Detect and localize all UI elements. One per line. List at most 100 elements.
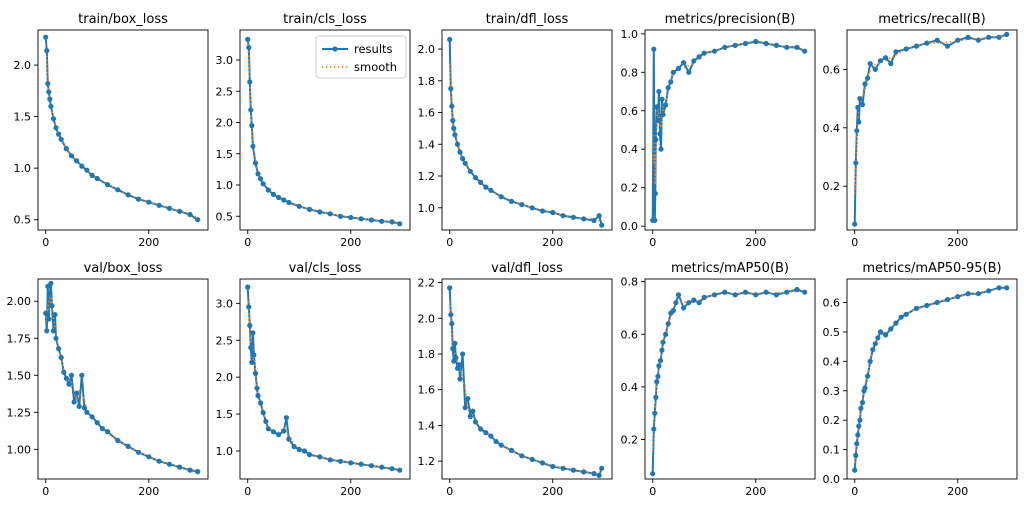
data-point (681, 60, 687, 66)
data-point (539, 460, 546, 466)
data-point (596, 472, 602, 478)
data-point (656, 88, 662, 95)
data-point (498, 194, 504, 200)
data-point (955, 37, 961, 43)
axes-frame (846, 278, 1018, 480)
subplot-title: train/box_loss (78, 12, 168, 27)
data-point (663, 102, 669, 108)
data-point (934, 299, 940, 306)
data-point (291, 443, 297, 450)
data-point (258, 176, 264, 182)
data-point (74, 158, 80, 164)
y-tick-label: 3.0 (216, 297, 234, 310)
data-point (195, 469, 201, 475)
axes-frame (441, 29, 613, 231)
axes-frame (644, 278, 816, 480)
data-point (146, 199, 152, 205)
data-point (45, 81, 51, 87)
data-point (465, 396, 471, 402)
subplot-title: train/dfl_loss (486, 12, 569, 27)
data-point (686, 69, 692, 75)
data-point (696, 300, 702, 306)
data-point (135, 449, 142, 455)
data-point (872, 66, 878, 72)
subplot-metrics-map50-b: metrics/mAP50(B) 0 200 0.2 0.4 0.6 0.8 (621, 261, 816, 498)
data-point (670, 308, 676, 314)
data-point (47, 291, 53, 297)
data-point (348, 460, 354, 466)
data-point (893, 49, 899, 55)
data-point (550, 463, 556, 470)
x-tick-label: 200 (138, 236, 159, 249)
data-point (177, 208, 183, 214)
subplot-title: metrics/mAP50-95(B) (862, 261, 1001, 276)
y-tick-label: 0.0 (823, 473, 841, 486)
y-tick-label: 0.4 (823, 122, 841, 135)
series-line-smooth (651, 41, 805, 185)
data-point (104, 429, 111, 435)
legend-results-label: results (354, 42, 393, 56)
data-point (104, 182, 111, 188)
data-point (865, 373, 871, 379)
data-point (49, 303, 55, 309)
data-point (742, 289, 749, 295)
axes-frame (644, 29, 816, 231)
data-point (296, 203, 302, 209)
data-point (655, 373, 661, 379)
data-point (56, 131, 62, 137)
data-point (317, 209, 323, 215)
data-point (986, 288, 992, 294)
y-tick-label: 1.4 (418, 419, 436, 432)
y-tick-label: 0.2 (823, 180, 841, 193)
data-point (467, 168, 473, 174)
x-tick-label: 0 (42, 236, 49, 249)
data-point (368, 217, 374, 223)
subplot-val-box-loss: val/box_loss 0 200 1.00 1.25 1.50 1.75 2.00 (7, 261, 209, 498)
data-point (296, 446, 302, 453)
data-point (254, 385, 260, 391)
data-point (872, 341, 878, 347)
data-point (773, 42, 780, 49)
data-point (246, 304, 252, 310)
y-tick-label: 0.0 (621, 220, 639, 233)
data-point (498, 442, 504, 448)
x-tick-label: 200 (340, 236, 361, 249)
data-point (84, 409, 90, 415)
data-point (53, 125, 59, 131)
data-point (488, 433, 494, 439)
data-point (596, 213, 602, 219)
data-point (888, 61, 894, 67)
y-tick-label: 1.0 (216, 445, 234, 458)
axes-frame (37, 29, 209, 231)
data-point (50, 328, 57, 334)
x-tick-label: 200 (542, 485, 563, 498)
data-point (599, 465, 605, 471)
subplot-title: metrics/recall(B) (878, 12, 985, 27)
data-point (965, 291, 971, 297)
data-point (44, 48, 50, 54)
subplot-title: metrics/mAP50(B) (671, 261, 789, 276)
data-point (260, 181, 266, 187)
x-tick-label: 0 (244, 236, 251, 249)
y-tick-label: 2.0 (216, 371, 234, 384)
data-point (248, 107, 254, 113)
data-point (265, 426, 271, 432)
x-tick-label: 0 (446, 236, 453, 249)
data-point (125, 443, 131, 449)
data-point (854, 128, 860, 134)
data-point (652, 190, 658, 197)
data-point (924, 302, 930, 309)
y-tick-label: 0.3 (823, 385, 841, 398)
data-point (166, 205, 172, 211)
y-tick-label: 2.0 (216, 117, 234, 130)
data-point (61, 369, 67, 375)
y-tick-label: 0.6 (621, 105, 639, 118)
data-point (701, 294, 707, 300)
data-point (58, 354, 64, 361)
y-tick-label: 1.0 (216, 179, 234, 192)
data-point (46, 316, 52, 322)
x-tick-label: 0 (649, 485, 656, 498)
x-tick-label: 0 (649, 236, 656, 249)
data-point (337, 458, 344, 464)
